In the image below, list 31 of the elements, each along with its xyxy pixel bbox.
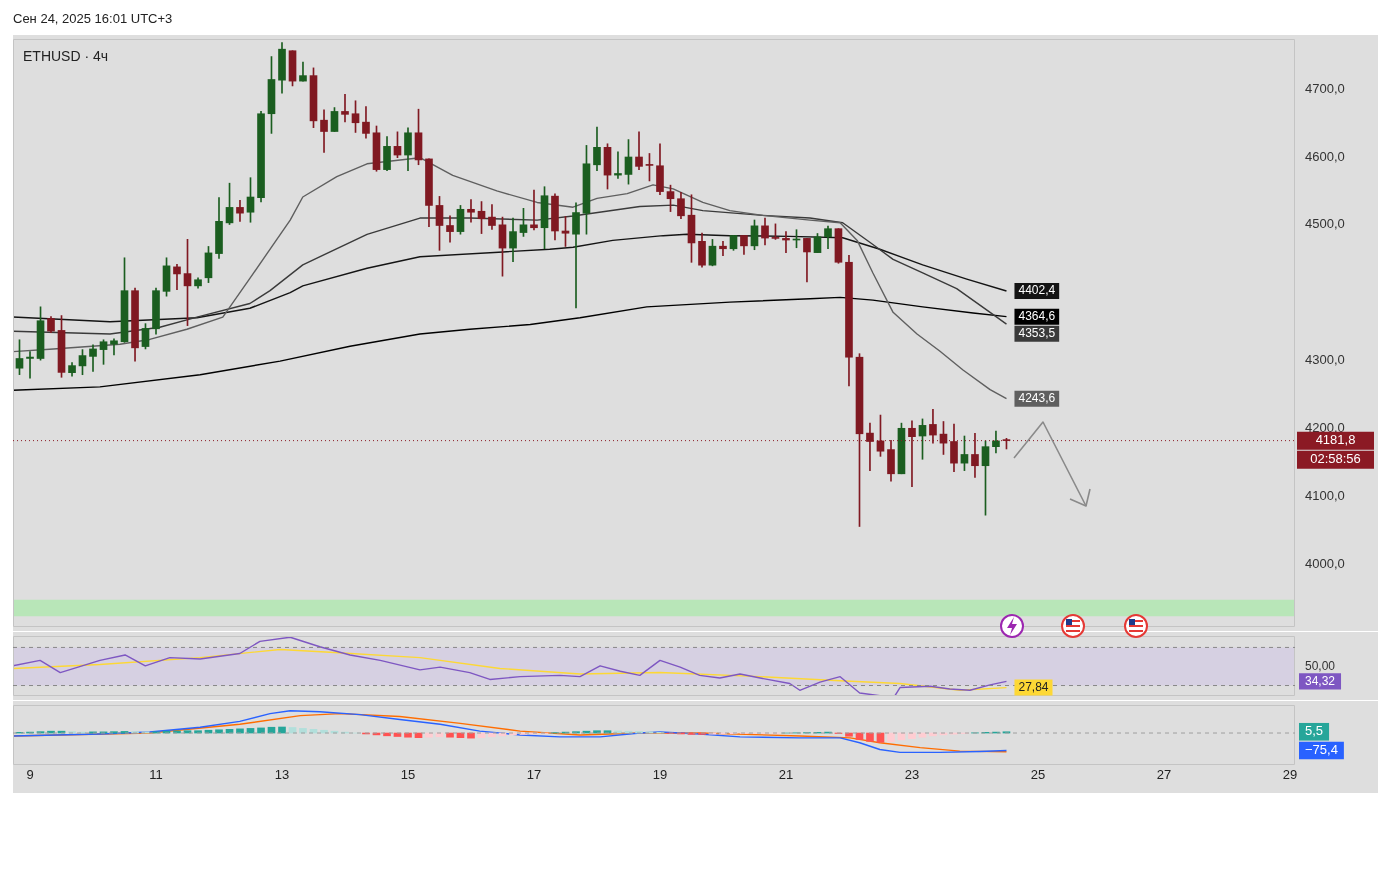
data-label: 4402,4 (1018, 283, 1056, 298)
y-tick-label: 4200,0 (1305, 419, 1345, 435)
y-tick-label: 4500,0 (1305, 216, 1345, 232)
y-tick-label: 4700,0 (1305, 80, 1345, 96)
y-tick-label: 4000,0 (1305, 555, 1345, 571)
x-tick-label: 9 (26, 767, 34, 783)
data-label: 4243,6 (1018, 391, 1056, 406)
y-tick-label: 5,5 (1305, 723, 1324, 739)
text: 02:58:56 (1310, 451, 1361, 467)
data-label: 4364,6 (1018, 308, 1056, 323)
y-tick-label: 50,00 (1305, 658, 1336, 673)
data-label: 4353,5 (1018, 325, 1056, 340)
x-tick-label: 13 (274, 767, 290, 783)
data-label: 27,84 (1018, 679, 1049, 694)
x-tick-label: 19 (652, 767, 668, 783)
x-tick-label: 17 (526, 767, 542, 783)
y-tick-label: 34,32 (1305, 673, 1336, 688)
x-tick-label: 11 (149, 767, 163, 783)
ref-line-label: 4181,8 (1315, 432, 1356, 448)
text: Сен 24, 2025 16:01 UTC+3 (13, 11, 173, 26)
x-tick-label: 25 (1030, 767, 1046, 783)
y-tick-label: 4600,0 (1305, 148, 1345, 164)
y-tick-label: 4300,0 (1305, 352, 1345, 368)
x-tick-label: 23 (904, 767, 920, 783)
x-tick-label: 21 (778, 767, 794, 783)
y-tick-label: 4100,0 (1305, 487, 1345, 503)
y-tick-label: −75,4 (1305, 742, 1338, 758)
x-tick-label: 27 (1156, 767, 1172, 783)
text: ETHUSD · 4ч (23, 47, 109, 64)
x-tick-label: 29 (1282, 767, 1298, 783)
x-tick-label: 15 (400, 767, 416, 783)
